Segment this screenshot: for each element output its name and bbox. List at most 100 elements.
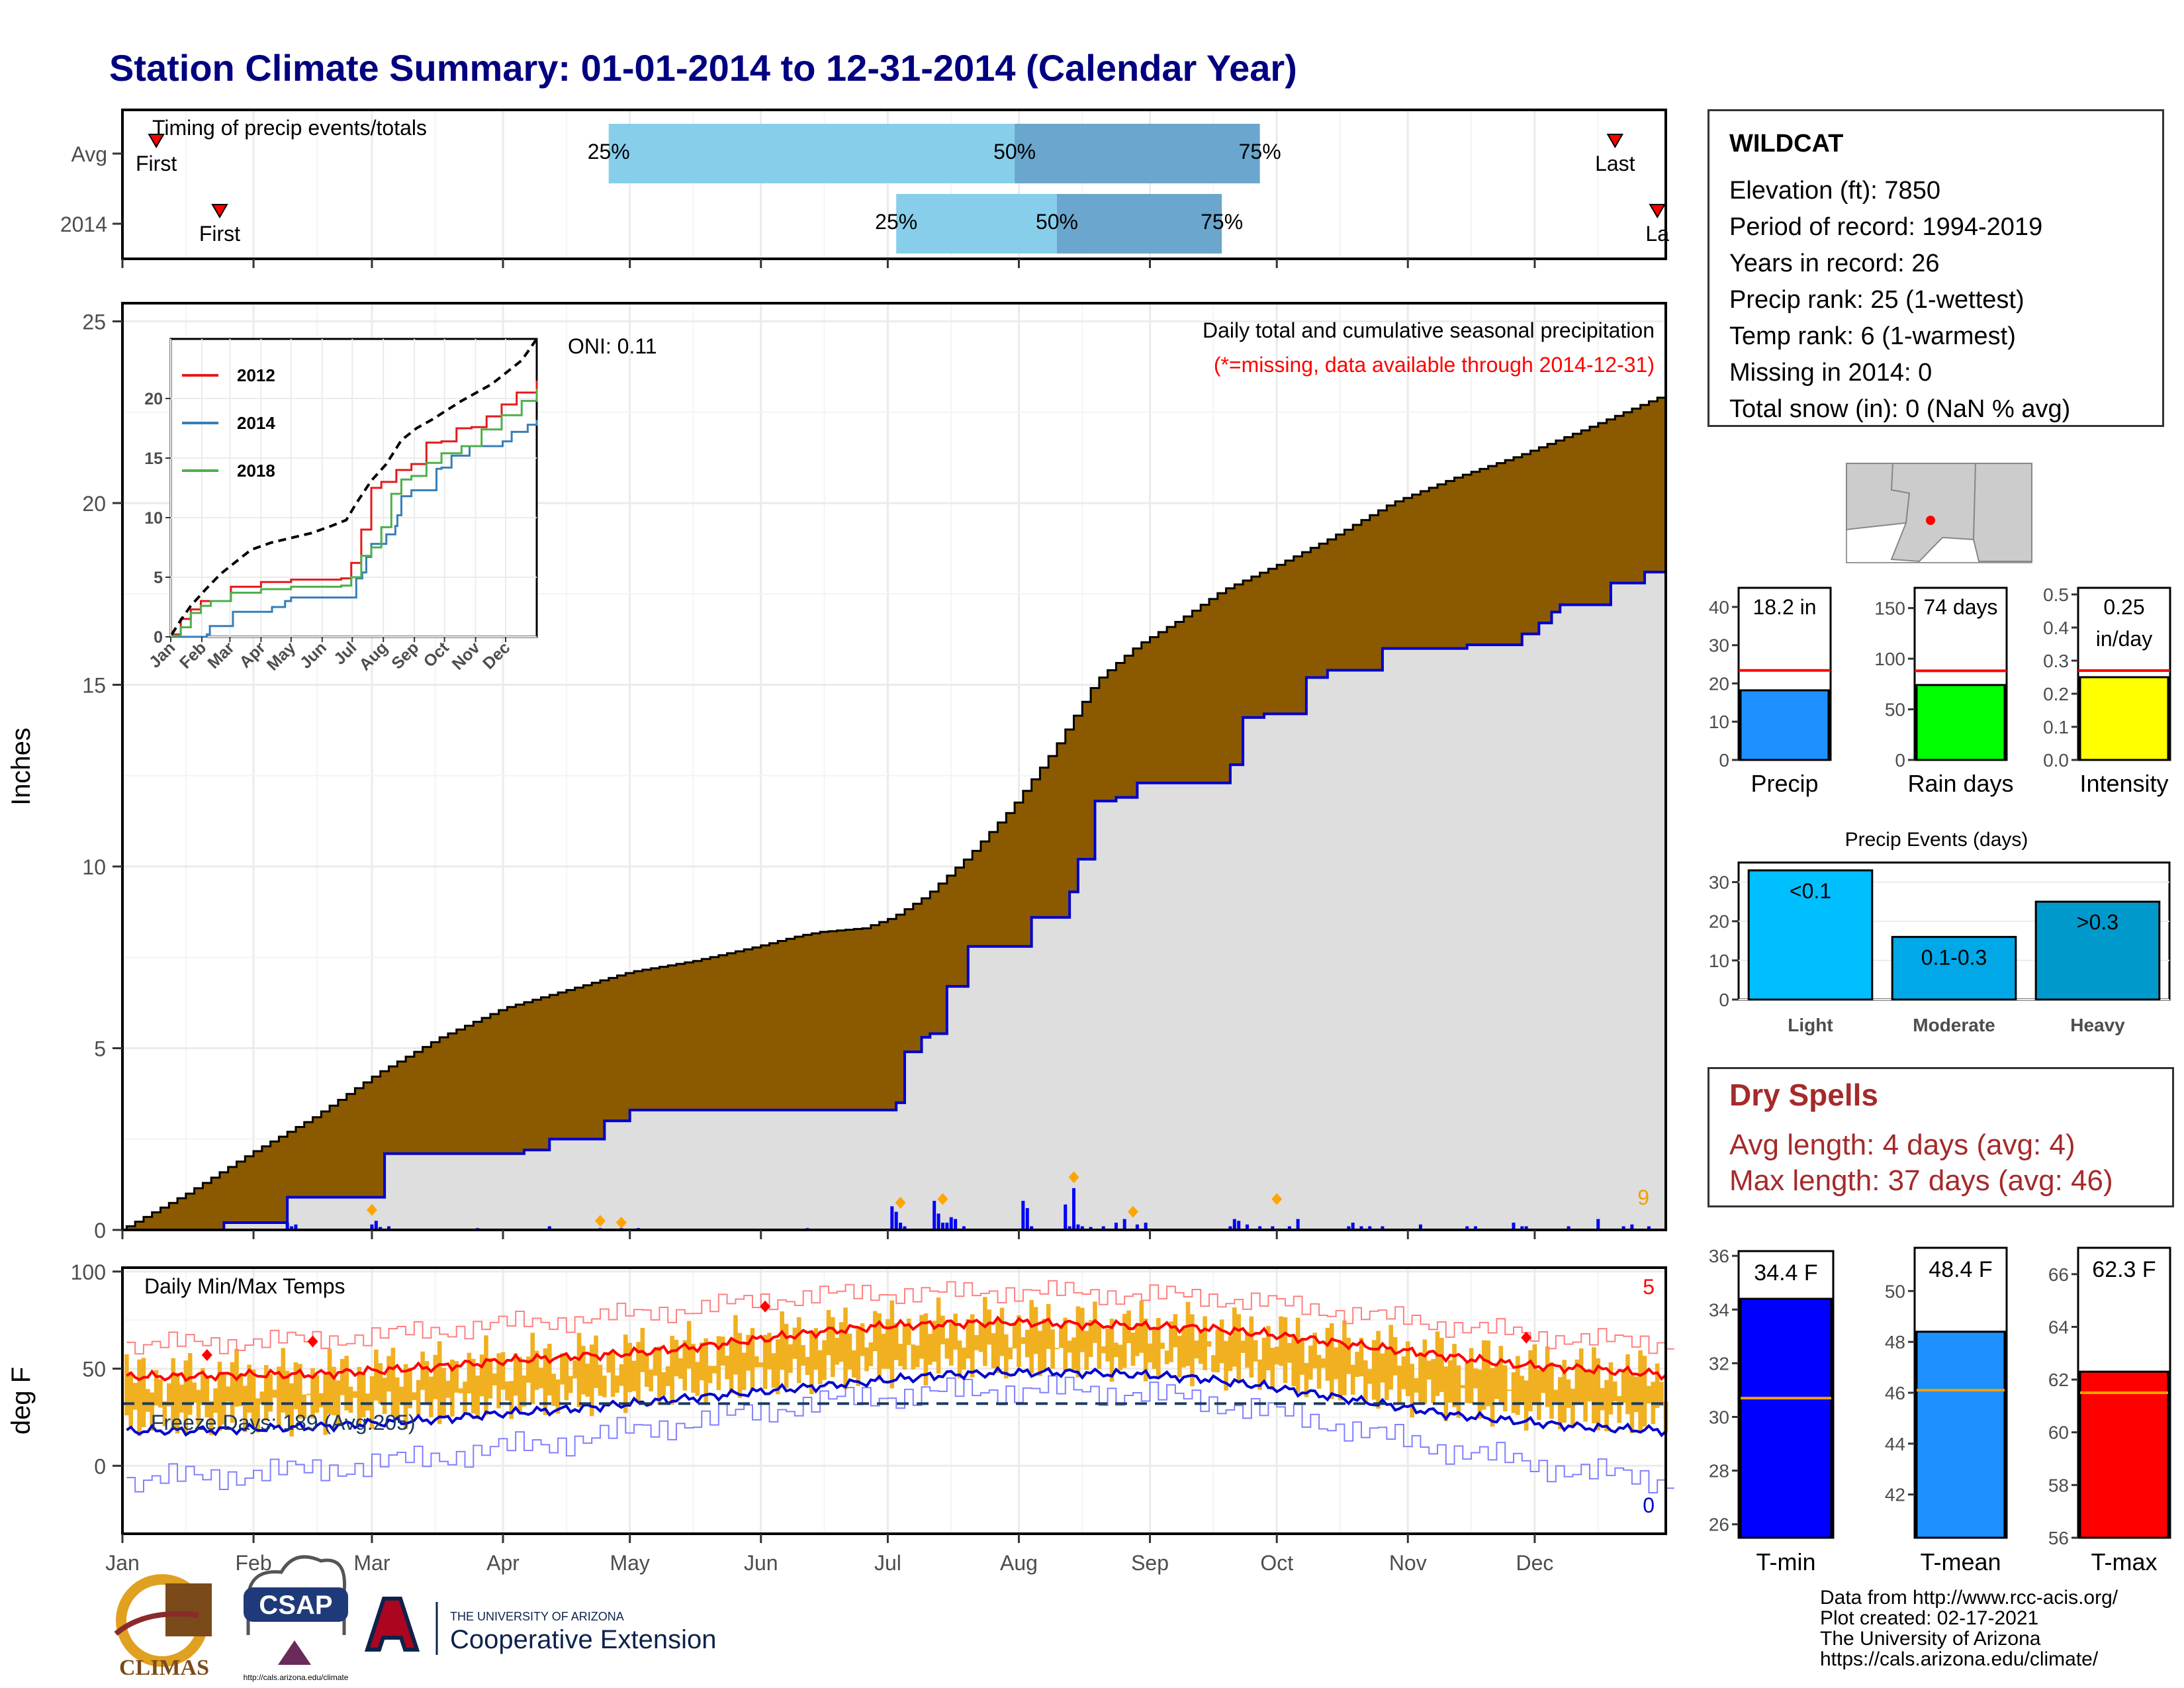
daily-temp-bar: [1173, 1314, 1178, 1348]
daily-temp-bar: [636, 1342, 641, 1402]
precip-events-bars: 0 10 20 30 <0.1 Light 0.1-0.3 Moderate >0.3 Heavy: [1709, 861, 2171, 1035]
daily-temp-bar: [594, 1335, 598, 1388]
inset-frame: [169, 338, 538, 638]
summary-y-tick-label: 0.4: [2043, 618, 2069, 638]
daily-temp-bar: [1600, 1387, 1605, 1411]
daily-temp-bar: [166, 1383, 171, 1407]
precip-annotation: Daily total and cumulative seasonal prec…: [1203, 318, 1655, 342]
temp-y-label: deg F: [7, 1367, 36, 1434]
temp-summary-y-tick-label: 60: [2048, 1423, 2069, 1443]
daily-temp-bar: [475, 1375, 480, 1419]
temp-summary-value-label: 62.3 F: [2092, 1257, 2156, 1282]
daily-temp-bar: [1135, 1323, 1140, 1356]
daily-temp-bar: [242, 1385, 248, 1432]
events-category-label: Moderate: [1913, 1015, 1995, 1035]
daily-temp-bar: [877, 1313, 882, 1381]
daily-temp-bar: [1109, 1319, 1115, 1382]
temp-y-tick-label: 0: [94, 1454, 106, 1478]
daily-temp-bar: [1291, 1336, 1297, 1387]
daily-temp-bar: [1283, 1317, 1288, 1383]
daily-temp-bar: [762, 1335, 768, 1389]
daily-temp-bar: [585, 1363, 590, 1397]
daily-temp-bar: [518, 1356, 522, 1412]
ua-a-mark: [364, 1597, 420, 1652]
daily-temp-bar: [420, 1351, 425, 1390]
daily-precip-bar: [285, 1223, 289, 1230]
daily-precip-bar: [1135, 1224, 1139, 1230]
daily-temp-bar: [589, 1344, 594, 1417]
daily-temp-bar: [1410, 1364, 1414, 1418]
daily-temp-bar: [403, 1364, 408, 1429]
daily-precip-bar: [1122, 1219, 1126, 1230]
daily-temp-bar: [150, 1392, 155, 1431]
precip-y-axis: 0 5 10 15 20 25: [82, 310, 122, 1243]
daily-temp-bar: [1655, 1363, 1660, 1408]
daily-temp-bar: [953, 1313, 958, 1350]
daily-precip-bar: [1080, 1226, 1084, 1230]
daily-temp-bar: [796, 1317, 801, 1383]
daily-temp-bar: [1443, 1366, 1449, 1421]
daily-temp-bar: [1604, 1380, 1609, 1432]
summary-y-tick-label: 40: [1709, 597, 1729, 618]
daily-temp-bar: [835, 1337, 840, 1365]
daily-temp-bar: [1050, 1329, 1055, 1369]
daily-temp-bar: [183, 1360, 189, 1433]
precip-y-tick-label: 10: [82, 855, 106, 879]
daily-temp-bar: [999, 1307, 1005, 1356]
precip-panel: 0 5 10 15 20 25 Inches ONI: 0.11 Daily total …: [7, 302, 1667, 1243]
daily-temp-bar: [1511, 1372, 1516, 1413]
events-y-tick-label: 0: [1719, 990, 1729, 1010]
daily-temp-bar: [1042, 1319, 1047, 1370]
daily-temp-bar: [1376, 1331, 1381, 1409]
precip-events-title: Precip Events (days): [1845, 829, 2028, 851]
precip-y-tick-label: 5: [94, 1037, 106, 1060]
precip-record-marker: [366, 1203, 377, 1216]
daily-temp-bar: [154, 1370, 159, 1406]
daily-temp-bar: [187, 1353, 193, 1415]
climas-text: CLIMAS: [119, 1656, 209, 1680]
daily-temp-bar: [1295, 1317, 1300, 1393]
daily-precip-bar: [894, 1211, 898, 1230]
inset-y-tick-label: 15: [144, 449, 163, 468]
daily-temp-bar: [657, 1346, 662, 1405]
daily-temp-bar: [1249, 1316, 1254, 1378]
daily-temp-bar: [146, 1389, 150, 1412]
daily-temp-bar: [1647, 1385, 1651, 1404]
temp-caption: Daily Min/Max Temps: [144, 1274, 345, 1298]
timing-label-25: 25%: [588, 140, 630, 164]
inset-series-line: [170, 338, 538, 635]
daily-temp-bar: [1541, 1368, 1546, 1393]
daily-precip-bar: [1232, 1219, 1236, 1230]
temp-summary-y-tick-label: 42: [1885, 1485, 1905, 1505]
events-range-label: <0.1: [1790, 879, 1831, 903]
ua-logo: THE UNIVERSITY OF ARIZONA Cooperative Ex…: [364, 1597, 716, 1655]
daily-precip-bar: [1114, 1223, 1118, 1230]
daily-temp-bar: [944, 1338, 950, 1359]
events-category-label: Heavy: [2070, 1015, 2125, 1035]
precip-record-marker: [594, 1215, 606, 1227]
daily-temp-bar: [424, 1361, 430, 1405]
daily-precip-bar: [1473, 1226, 1477, 1230]
daily-temp-bar: [1270, 1348, 1275, 1390]
daily-temp-bar: [1038, 1331, 1042, 1376]
timing-bar-50-75: [1015, 124, 1260, 183]
daily-temp-bar: [750, 1328, 755, 1390]
daily-temp-bar: [357, 1367, 362, 1428]
daily-temp-bar: [390, 1348, 396, 1417]
daily-temp-bar: [230, 1362, 235, 1423]
station-snow: Total snow (in): 0 (NaN % avg): [1729, 395, 2071, 423]
daily-temp-bar: [1435, 1331, 1440, 1396]
csap-text: CSAP: [259, 1591, 332, 1620]
daily-temp-bar: [576, 1333, 582, 1407]
csap-url: http://cals.arizona.edu/climate: [244, 1673, 349, 1682]
daily-temp-bar: [1625, 1354, 1630, 1415]
daily-temp-bar: [217, 1362, 222, 1431]
daily-temp-bar: [1507, 1389, 1512, 1391]
daily-temp-bar: [805, 1356, 810, 1376]
temp-summary-y-tick-label: 48: [1885, 1332, 1905, 1352]
daily-temp-bar: [543, 1348, 548, 1415]
temp-summary-bar: [1915, 1331, 2006, 1539]
timing-bar-50-75: [1056, 194, 1222, 254]
daily-temp-bar: [826, 1309, 831, 1356]
daily-temp-bar: [868, 1342, 874, 1366]
